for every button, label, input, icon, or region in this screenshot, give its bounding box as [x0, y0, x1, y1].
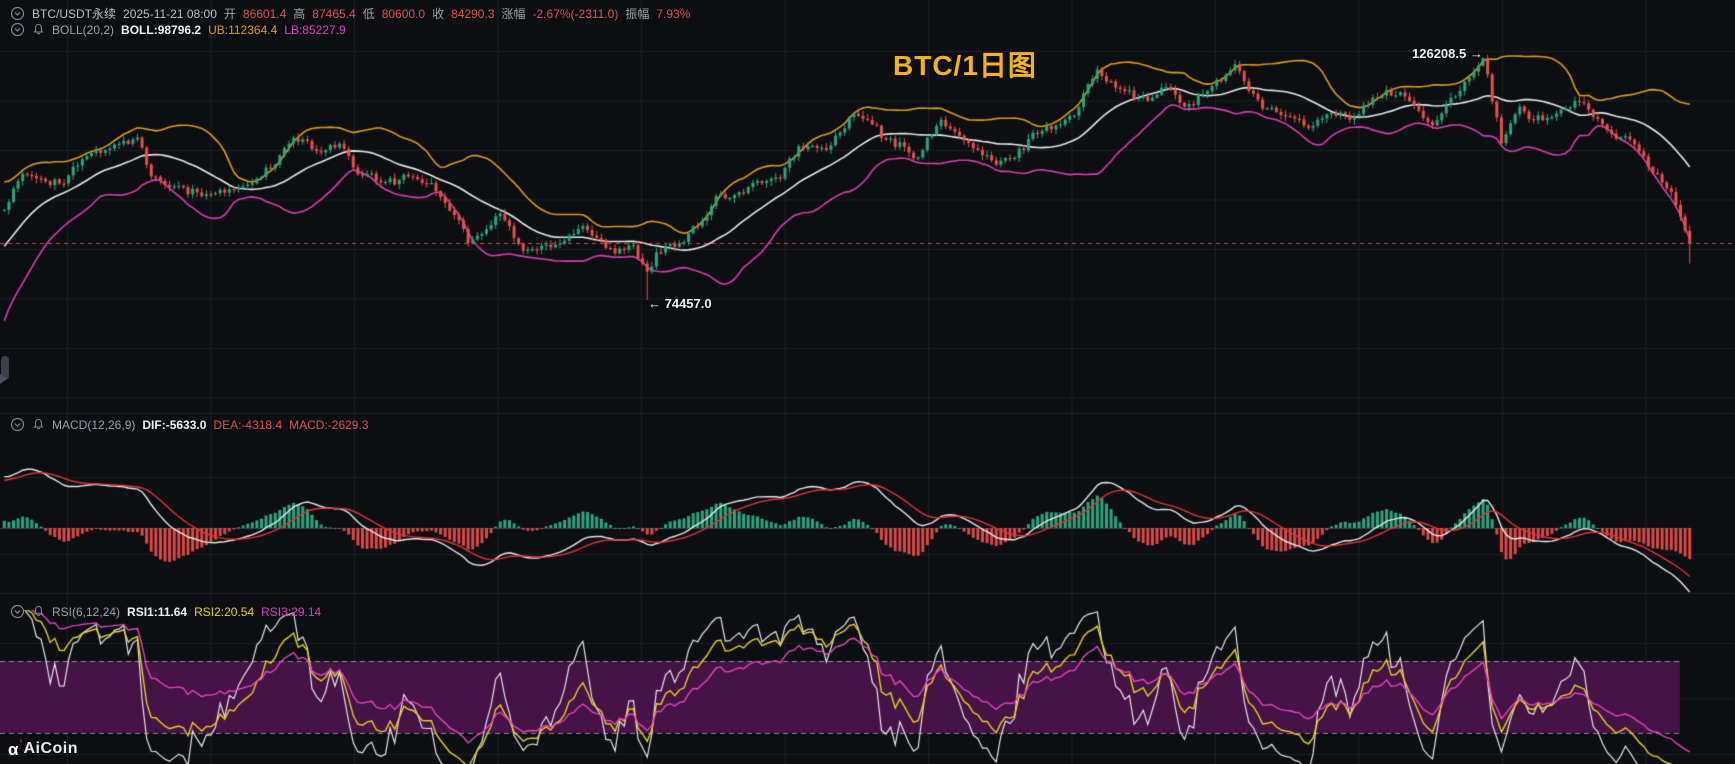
- collapse-chevron-icon[interactable]: [10, 604, 25, 619]
- open-value: 86601.4: [242, 6, 287, 21]
- change-label: 涨幅: [501, 7, 526, 21]
- collapse-chevron-icon[interactable]: [10, 6, 25, 21]
- high-price-annotation: 126208.5 →: [1412, 46, 1483, 61]
- amplitude-label: 振幅: [625, 7, 650, 21]
- aicoin-logo-icon: α’: [8, 737, 23, 759]
- expand-arrow-icon[interactable]: [0, 374, 7, 384]
- rsi1-value: RSI1:11.64: [127, 604, 188, 619]
- collapse-chevron-icon[interactable]: [10, 417, 25, 432]
- chart-title: BTC/1日图: [893, 50, 1037, 81]
- open-label: 开: [223, 7, 236, 21]
- symbol-name[interactable]: BTC/USDT永续: [32, 7, 117, 21]
- macd-header-row: MACD(12,26,9) DIF:-5633.0 DEA:-4318.4 MA…: [10, 417, 369, 432]
- close-label: 收: [432, 7, 445, 21]
- low-label: 低: [362, 7, 375, 21]
- rsi-header-row: RSI(6,12,24) RSI1:11.64 RSI2:20.54 RSI3:…: [10, 604, 321, 619]
- collapse-chevron-icon[interactable]: [10, 22, 25, 37]
- macd-name[interactable]: MACD(12,26,9): [52, 417, 136, 432]
- boll-name[interactable]: BOLL(20,2): [52, 22, 115, 37]
- macd-hist-value: MACD:-2629.3: [289, 417, 369, 432]
- change-value: -2.67%(-2311.0): [532, 6, 619, 21]
- low-price-annotation: ← 74457.0: [648, 296, 712, 311]
- boll-lb-value: LB:85227.9: [284, 22, 346, 37]
- high-label: 高: [293, 7, 306, 21]
- pane-drag-handle[interactable]: [1, 356, 9, 380]
- alert-bell-icon[interactable]: [32, 418, 45, 431]
- rsi-name[interactable]: RSI(6,12,24): [52, 604, 121, 619]
- candle-datetime: 2025-11-21 08:00: [123, 6, 217, 21]
- alert-bell-icon[interactable]: [32, 23, 45, 36]
- close-value: 84290.3: [451, 6, 495, 21]
- amplitude-value: 7.93%: [656, 6, 691, 21]
- boll-header-row: BOLL(20,2) BOLL:98796.2 UB:112364.4 LB:8…: [10, 22, 346, 37]
- low-value: 80600.0: [381, 6, 426, 21]
- boll-ub-value: UB:112364.4: [208, 22, 278, 37]
- rsi2-value: RSI2:20.54: [194, 604, 255, 619]
- high-value: 87465.4: [312, 6, 356, 21]
- aicoin-logo-text: AiCoin: [23, 740, 78, 757]
- symbol-header-row: BTC/USDT永续 2025-11-21 08:00 开 86601.4 高 …: [10, 5, 690, 22]
- alert-bell-icon[interactable]: [32, 605, 45, 618]
- aicoin-watermark: α’ AiCoin: [8, 737, 78, 759]
- boll-mid-value: BOLL:98796.2: [121, 22, 202, 37]
- macd-dea-value: DEA:-4318.4: [213, 417, 283, 432]
- macd-dif-value: DIF:-5633.0: [142, 417, 207, 432]
- rsi3-value: RSI3:29.14: [261, 604, 322, 619]
